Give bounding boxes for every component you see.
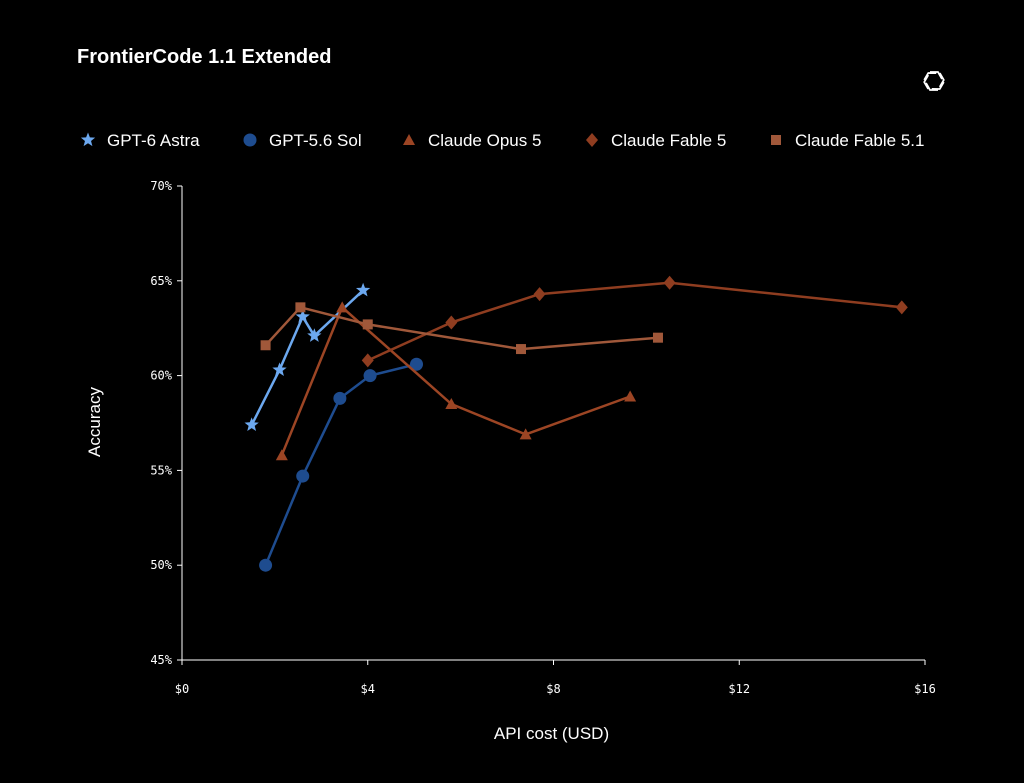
data-point <box>515 344 526 355</box>
legend-label: GPT-6 Astra <box>107 131 200 150</box>
axes: 45% 50% 55% 60% 65% 70% $0 $4 $8 $12 $16 API cost (… <box>85 179 936 743</box>
data-point <box>363 369 377 383</box>
data-point <box>307 328 322 342</box>
x-tick-label: $0 <box>175 682 189 696</box>
legend-item: Claude Fable 5 <box>586 131 726 150</box>
data-point <box>275 449 288 461</box>
legend-marker <box>80 132 96 147</box>
legend-marker <box>243 133 257 147</box>
legend: GPT-6 Astra GPT-5.6 Sol Claude Opus 5 Claud… <box>80 131 924 150</box>
series-claude-fable-5 <box>361 275 908 368</box>
x-tick-label: $8 <box>546 682 560 696</box>
legend-item: GPT-6 Astra <box>80 131 200 150</box>
series-claude-fable-5-1 <box>260 302 663 355</box>
legend-label: Claude Fable 5 <box>611 131 726 150</box>
x-tick-label: $12 <box>728 682 750 696</box>
x-tick-label: $16 <box>914 682 936 696</box>
data-point <box>355 282 371 297</box>
chart-title: FrontierCode 1.1 Extended <box>77 46 332 68</box>
legend-item: Claude Opus 5 <box>403 131 541 150</box>
y-tick-label: 70% <box>150 179 172 193</box>
data-point <box>445 315 458 330</box>
data-point <box>410 357 424 371</box>
data-point <box>362 319 373 330</box>
data-point <box>652 332 663 343</box>
y-tick-label: 50% <box>150 558 172 572</box>
x-tick-label: $4 <box>361 682 375 696</box>
data-point <box>244 417 259 431</box>
series-gpt-5-6-sol <box>259 357 424 572</box>
y-tick-label: 60% <box>150 369 172 383</box>
data-point <box>663 275 676 290</box>
legend-marker <box>771 135 781 145</box>
data-point <box>336 301 349 313</box>
data-point <box>895 300 908 315</box>
data-point <box>260 340 271 351</box>
data-point <box>445 398 458 410</box>
data-point <box>259 558 273 572</box>
data-point <box>519 428 532 440</box>
y-axis-title: Accuracy <box>85 387 104 457</box>
legend-label: Claude Opus 5 <box>428 131 541 150</box>
data-point <box>296 469 310 483</box>
legend-item: GPT-5.6 Sol <box>243 131 362 150</box>
legend-label: GPT-5.6 Sol <box>269 131 362 150</box>
data-point <box>272 362 287 376</box>
openai-logo-icon <box>923 71 945 91</box>
data-point <box>361 353 374 368</box>
y-tick-label: 45% <box>150 653 172 667</box>
data-point <box>295 309 310 323</box>
series-line <box>264 306 659 351</box>
data-point <box>624 390 637 402</box>
data-point <box>333 391 347 405</box>
series-claude-opus-5 <box>275 301 637 461</box>
plot-area <box>244 275 908 572</box>
data-point <box>295 302 306 313</box>
legend-marker <box>403 134 415 145</box>
data-point <box>533 287 546 302</box>
legend-label: Claude Fable 5.1 <box>795 131 924 150</box>
series-line <box>280 306 631 456</box>
y-tick-label: 65% <box>150 274 172 288</box>
x-axis-title: API cost (USD) <box>494 724 609 743</box>
y-tick-label: 55% <box>150 463 172 477</box>
legend-item: Claude Fable 5.1 <box>771 131 924 150</box>
legend-marker <box>586 133 598 147</box>
series-gpt-6-astra <box>244 282 371 431</box>
